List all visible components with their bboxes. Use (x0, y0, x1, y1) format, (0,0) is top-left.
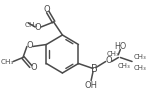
Text: O: O (26, 41, 33, 50)
Text: O: O (30, 63, 37, 72)
Text: B: B (91, 64, 97, 74)
Text: CH₃: CH₃ (134, 66, 146, 71)
Text: CH₃: CH₃ (106, 50, 119, 57)
Text: CH₃: CH₃ (24, 22, 38, 28)
Text: OH: OH (85, 81, 98, 90)
Text: CH₃: CH₃ (134, 53, 146, 60)
Text: HO: HO (114, 42, 126, 51)
Text: CH₃: CH₃ (1, 60, 14, 66)
Text: O: O (105, 56, 112, 65)
Text: CH₃: CH₃ (118, 63, 131, 68)
Text: O: O (43, 5, 50, 13)
Text: O: O (35, 22, 41, 32)
